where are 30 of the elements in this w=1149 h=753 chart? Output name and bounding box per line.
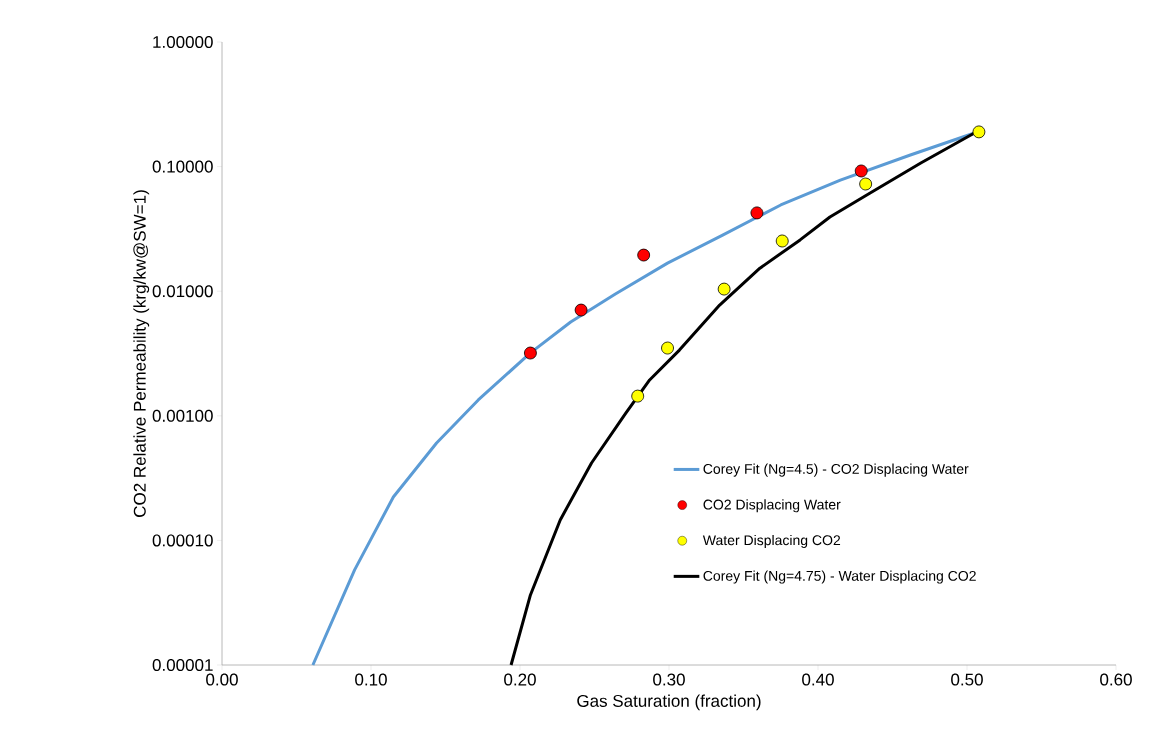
x-tick-label: 0.00 xyxy=(206,673,238,686)
y-tick-label: 0.00100 xyxy=(152,409,213,422)
point xyxy=(717,282,731,296)
point xyxy=(574,303,588,317)
x-tick-label: 0.60 xyxy=(1100,673,1132,686)
y-tick-label: 0.00010 xyxy=(152,534,213,547)
x-tick-label: 0.10 xyxy=(355,673,387,686)
x-tick-label: 0.50 xyxy=(951,673,983,686)
y-axis-title: CO2 Relative Permeability (krg/kw@SW=1) xyxy=(133,190,150,517)
legend-label: Corey Fit (Ng=4.5) - CO2 Displacing Water xyxy=(703,463,969,477)
point xyxy=(775,234,789,248)
x-tick-label: 0.30 xyxy=(653,673,685,686)
x-tick-label: 0.40 xyxy=(802,673,834,686)
point xyxy=(750,206,764,220)
point xyxy=(972,125,986,139)
point xyxy=(661,341,674,355)
y-tick-label: 0.00001 xyxy=(152,658,213,672)
point xyxy=(524,346,537,360)
point xyxy=(631,389,645,403)
x-axis-title: Gas Saturation (fraction) xyxy=(577,694,761,711)
legend-label: Water Displacing CO2 xyxy=(702,534,841,548)
y-tick-label: 0.10000 xyxy=(152,160,213,173)
legend-label: Corey Fit (Ng=4.75) - Water Displacing CO2 xyxy=(703,570,976,584)
y-tick-label: 0.01000 xyxy=(152,285,213,298)
y-tick-label: 1.00000 xyxy=(153,35,213,49)
point xyxy=(859,177,873,191)
point xyxy=(637,248,651,262)
point xyxy=(854,164,868,178)
legend-label: CO2 Displacing Water xyxy=(703,499,841,513)
x-tick-label: 0.20 xyxy=(504,673,536,686)
